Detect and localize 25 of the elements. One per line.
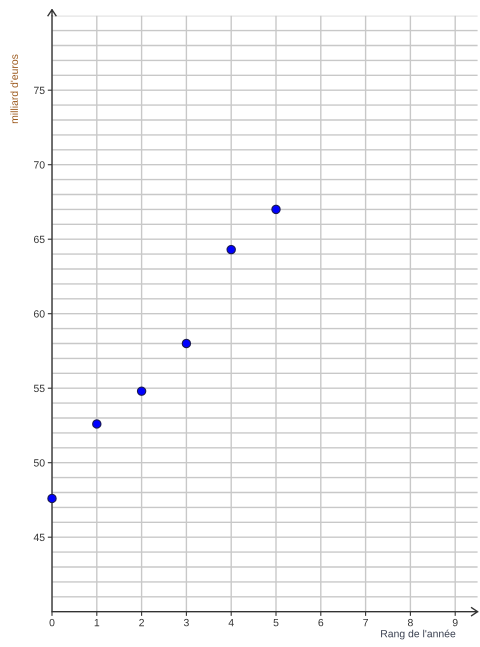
y-axis-title: milliard d'euros: [10, 54, 18, 124]
y-tick-label: 75: [34, 86, 45, 94]
point: [182, 338, 192, 348]
y-tick-label: 60: [34, 310, 45, 318]
point: [47, 494, 57, 504]
x-tick-label: 9: [452, 618, 458, 626]
x-axis-title: Rang de l'année: [381, 630, 456, 640]
x-tick-label: 5: [274, 619, 278, 626]
x-tick-label: 7: [363, 619, 368, 626]
y-tick-label: 65: [34, 236, 45, 244]
x-tick-label: 2: [139, 618, 144, 626]
y-tick-label: 45: [34, 534, 45, 542]
x-tick-label: 3: [184, 618, 189, 626]
point: [226, 244, 236, 254]
y-tick-label: 50: [34, 459, 45, 467]
point: [271, 204, 281, 214]
x-tick-label: 8: [408, 618, 413, 626]
point: [92, 419, 102, 429]
x-tick-label: 0: [50, 618, 54, 626]
x-tick-label: 1: [94, 619, 100, 626]
x-tick-label: 6: [318, 618, 324, 626]
x-tick-label: 4: [228, 619, 234, 626]
point: [136, 386, 146, 396]
y-tick-label: 55: [34, 384, 45, 392]
y-tick-label: 70: [34, 161, 45, 169]
